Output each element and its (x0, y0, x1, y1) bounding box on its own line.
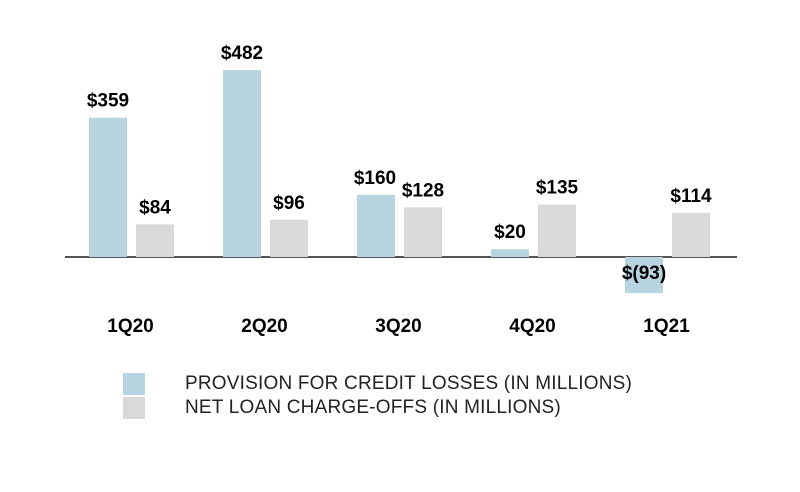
legend-swatch-provision (123, 373, 145, 395)
value-label-provision-1q21: $(93) (622, 263, 666, 284)
bar-provision-2q20 (223, 70, 261, 257)
category-label-4q20: 4Q20 (509, 316, 555, 337)
value-label-charge-offs-1q21: $114 (670, 186, 712, 207)
category-label-1q20: 1Q20 (107, 316, 153, 337)
value-label-charge-offs-4q20: $135 (536, 178, 579, 199)
value-label-charge-offs-3q20: $128 (402, 180, 444, 201)
category-label-3q20: 3Q20 (375, 316, 421, 337)
value-label-provision-1q20: $359 (87, 91, 129, 112)
bar-provision-3q20 (357, 194, 395, 257)
legend: PROVISION FOR CREDIT LOSSES (IN MILLIONS… (123, 372, 632, 420)
value-label-provision-4q20: $20 (494, 222, 526, 243)
value-label-provision-3q20: $160 (354, 168, 396, 189)
bar-charge-offs-2q20 (270, 219, 308, 257)
bar-chart: $359 $84 $482 $96 $160 $128 $20 $135 $(93) $114 1… (65, 43, 737, 337)
legend-label-provision: PROVISION FOR CREDIT LOSSES (IN MILLIONS… (185, 373, 633, 394)
legend-item-provision: PROVISION FOR CREDIT LOSSES (IN MILLIONS… (123, 372, 632, 396)
bar-charge-offs-1q21 (672, 212, 710, 257)
value-label-charge-offs-1q20: $84 (139, 197, 171, 218)
bar-charge-offs-3q20 (404, 207, 442, 257)
bar-charge-offs-1q20 (136, 224, 174, 257)
value-label-charge-offs-2q20: $96 (273, 193, 305, 214)
bar-provision-1q20 (89, 117, 127, 258)
legend-label-charge-offs: NET LOAN CHARGE-OFFS (IN MILLIONS) (185, 397, 561, 418)
bar-provision-1q21 (625, 257, 663, 294)
bar-provision-4q20 (491, 249, 529, 257)
category-label-1q21: 1Q21 (643, 316, 690, 337)
category-label-2q20: 2Q20 (241, 316, 287, 337)
legend-swatch-charge-offs (123, 397, 145, 419)
bar-charge-offs-4q20 (538, 204, 576, 257)
legend-item-charge-offs: NET LOAN CHARGE-OFFS (IN MILLIONS) (123, 396, 632, 420)
value-label-provision-2q20: $482 (221, 43, 263, 64)
